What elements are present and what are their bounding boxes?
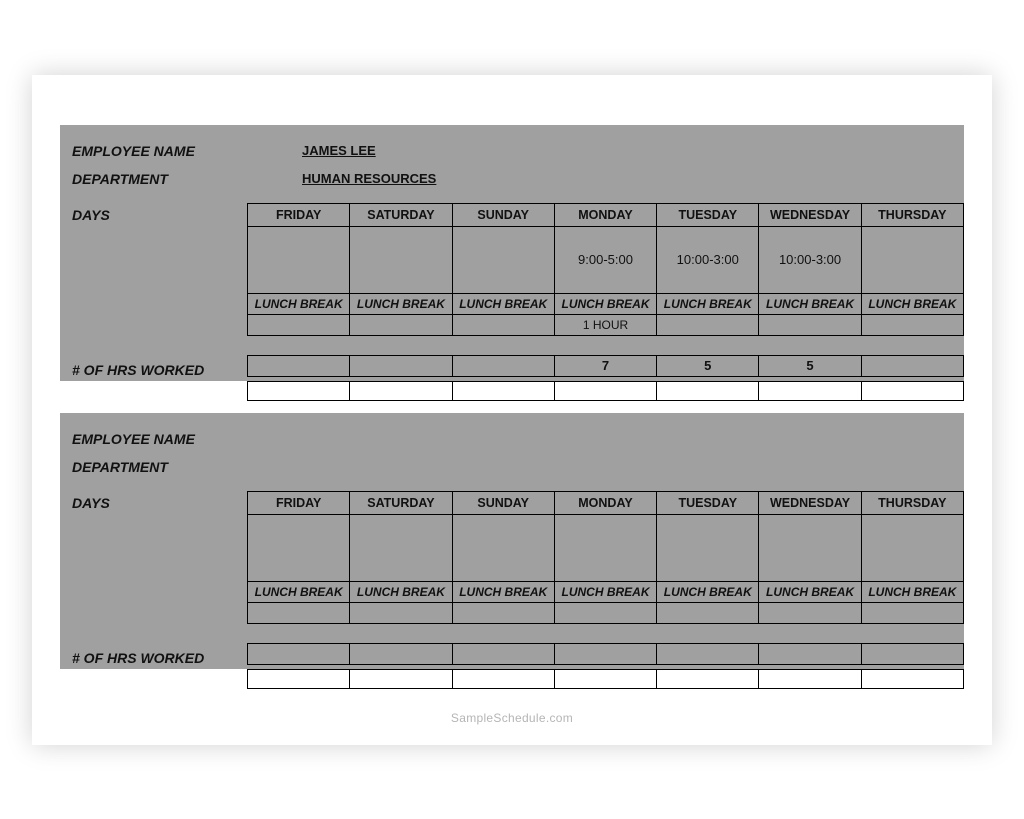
shift-cell [349, 226, 452, 294]
lunch-break-label: LUNCH BREAK [554, 293, 657, 315]
shift-cell [758, 514, 861, 582]
lunch-duration-cell [452, 602, 555, 624]
schedule-block-2: EMPLOYEE NAME DEPARTMENT DAYS # OF HRS W… [60, 413, 964, 669]
shift-cell [452, 226, 555, 294]
day-header: THURSDAY [861, 203, 964, 227]
shift-cell: 10:00-3:00 [758, 226, 861, 294]
lunch-break-label: LUNCH BREAK [349, 293, 452, 315]
department-label: DEPARTMENT [72, 459, 247, 475]
hours-worked-cell [349, 643, 452, 665]
lunch-break-label: LUNCH BREAK [554, 581, 657, 603]
lunch-break-label: LUNCH BREAK [861, 581, 964, 603]
day-header: SUNDAY [452, 491, 555, 515]
lunch-duration-cell [247, 314, 350, 336]
lunch-duration-cell [861, 602, 964, 624]
lunch-break-label: LUNCH BREAK [861, 293, 964, 315]
department-label: DEPARTMENT [72, 171, 247, 187]
hours-worked-cell [861, 355, 964, 377]
lunch-break-label: LUNCH BREAK [758, 293, 861, 315]
employee-name-label: EMPLOYEE NAME [72, 143, 247, 159]
lunch-duration-cell [349, 314, 452, 336]
separator-strip [60, 381, 964, 401]
day-header: TUESDAY [656, 203, 759, 227]
days-label: DAYS [72, 203, 247, 227]
day-header: SATURDAY [349, 203, 452, 227]
lunch-duration-cell [861, 314, 964, 336]
shift-cell [861, 514, 964, 582]
hours-worked-cell [247, 355, 350, 377]
lunch-break-label: LUNCH BREAK [656, 581, 759, 603]
lunch-break-label: LUNCH BREAK [656, 293, 759, 315]
shift-cell [656, 514, 759, 582]
employee-row: EMPLOYEE NAME [60, 425, 964, 453]
hours-worked-cell [758, 643, 861, 665]
department-row: DEPARTMENT [60, 453, 964, 481]
separator-strip [60, 669, 964, 689]
lunch-duration-cell [554, 602, 657, 624]
employee-name-label: EMPLOYEE NAME [72, 431, 247, 447]
day-header: WEDNESDAY [758, 203, 861, 227]
day-header: FRIDAY [247, 491, 350, 515]
lunch-break-label: LUNCH BREAK [349, 581, 452, 603]
shift-cell [247, 514, 350, 582]
lunch-break-label: LUNCH BREAK [247, 581, 350, 603]
hrs-worked-label: # OF HRS WORKED [72, 359, 247, 381]
lunch-break-label: LUNCH BREAK [247, 293, 350, 315]
day-header: SATURDAY [349, 491, 452, 515]
hours-worked-cell: 7 [554, 355, 657, 377]
day-header: FRIDAY [247, 203, 350, 227]
lunch-duration-cell [452, 314, 555, 336]
hours-worked-cell [247, 643, 350, 665]
shift-cell: 9:00-5:00 [554, 226, 657, 294]
days-label: DAYS [72, 491, 247, 515]
shift-cell [349, 514, 452, 582]
hours-worked-cell: 5 [656, 355, 759, 377]
schedule-block-1: EMPLOYEE NAME JAMES LEE DEPARTMENT HUMAN… [60, 125, 964, 381]
department-row: DEPARTMENT HUMAN RESOURCES [60, 165, 964, 193]
schedule-grid-2: DAYS # OF HRS WORKED FRIDAY SATURDAY SUN… [60, 491, 964, 669]
shift-cell [452, 514, 555, 582]
day-header: MONDAY [554, 203, 657, 227]
hours-worked-cell [554, 643, 657, 665]
shift-cell [247, 226, 350, 294]
day-header: SUNDAY [452, 203, 555, 227]
day-header: THURSDAY [861, 491, 964, 515]
lunch-duration-cell [758, 602, 861, 624]
watermark-text: SampleSchedule.com [60, 711, 964, 725]
hours-worked-cell: 5 [758, 355, 861, 377]
shift-cell [554, 514, 657, 582]
hrs-worked-label: # OF HRS WORKED [72, 647, 247, 669]
day-header: TUESDAY [656, 491, 759, 515]
lunch-break-label: LUNCH BREAK [452, 581, 555, 603]
lunch-duration-cell [247, 602, 350, 624]
day-header: MONDAY [554, 491, 657, 515]
shift-cell: 10:00-3:00 [656, 226, 759, 294]
schedule-grid-1: DAYS # OF HRS WORKED FRIDAY SATURDAY SUN… [60, 203, 964, 381]
lunch-duration-cell [656, 314, 759, 336]
shift-cell [861, 226, 964, 294]
lunch-break-label: LUNCH BREAK [452, 293, 555, 315]
employee-name-value: JAMES LEE [247, 143, 376, 158]
day-header: WEDNESDAY [758, 491, 861, 515]
hours-worked-cell [861, 643, 964, 665]
lunch-break-label: LUNCH BREAK [758, 581, 861, 603]
hours-worked-cell [452, 643, 555, 665]
lunch-duration-cell [758, 314, 861, 336]
page-container: EMPLOYEE NAME JAMES LEE DEPARTMENT HUMAN… [32, 75, 992, 745]
lunch-duration-cell [656, 602, 759, 624]
hours-worked-cell [349, 355, 452, 377]
hours-worked-cell [656, 643, 759, 665]
department-value: HUMAN RESOURCES [247, 171, 436, 186]
lunch-duration-cell [349, 602, 452, 624]
employee-row: EMPLOYEE NAME JAMES LEE [60, 137, 964, 165]
hours-worked-cell [452, 355, 555, 377]
lunch-duration-cell: 1 HOUR [554, 314, 657, 336]
